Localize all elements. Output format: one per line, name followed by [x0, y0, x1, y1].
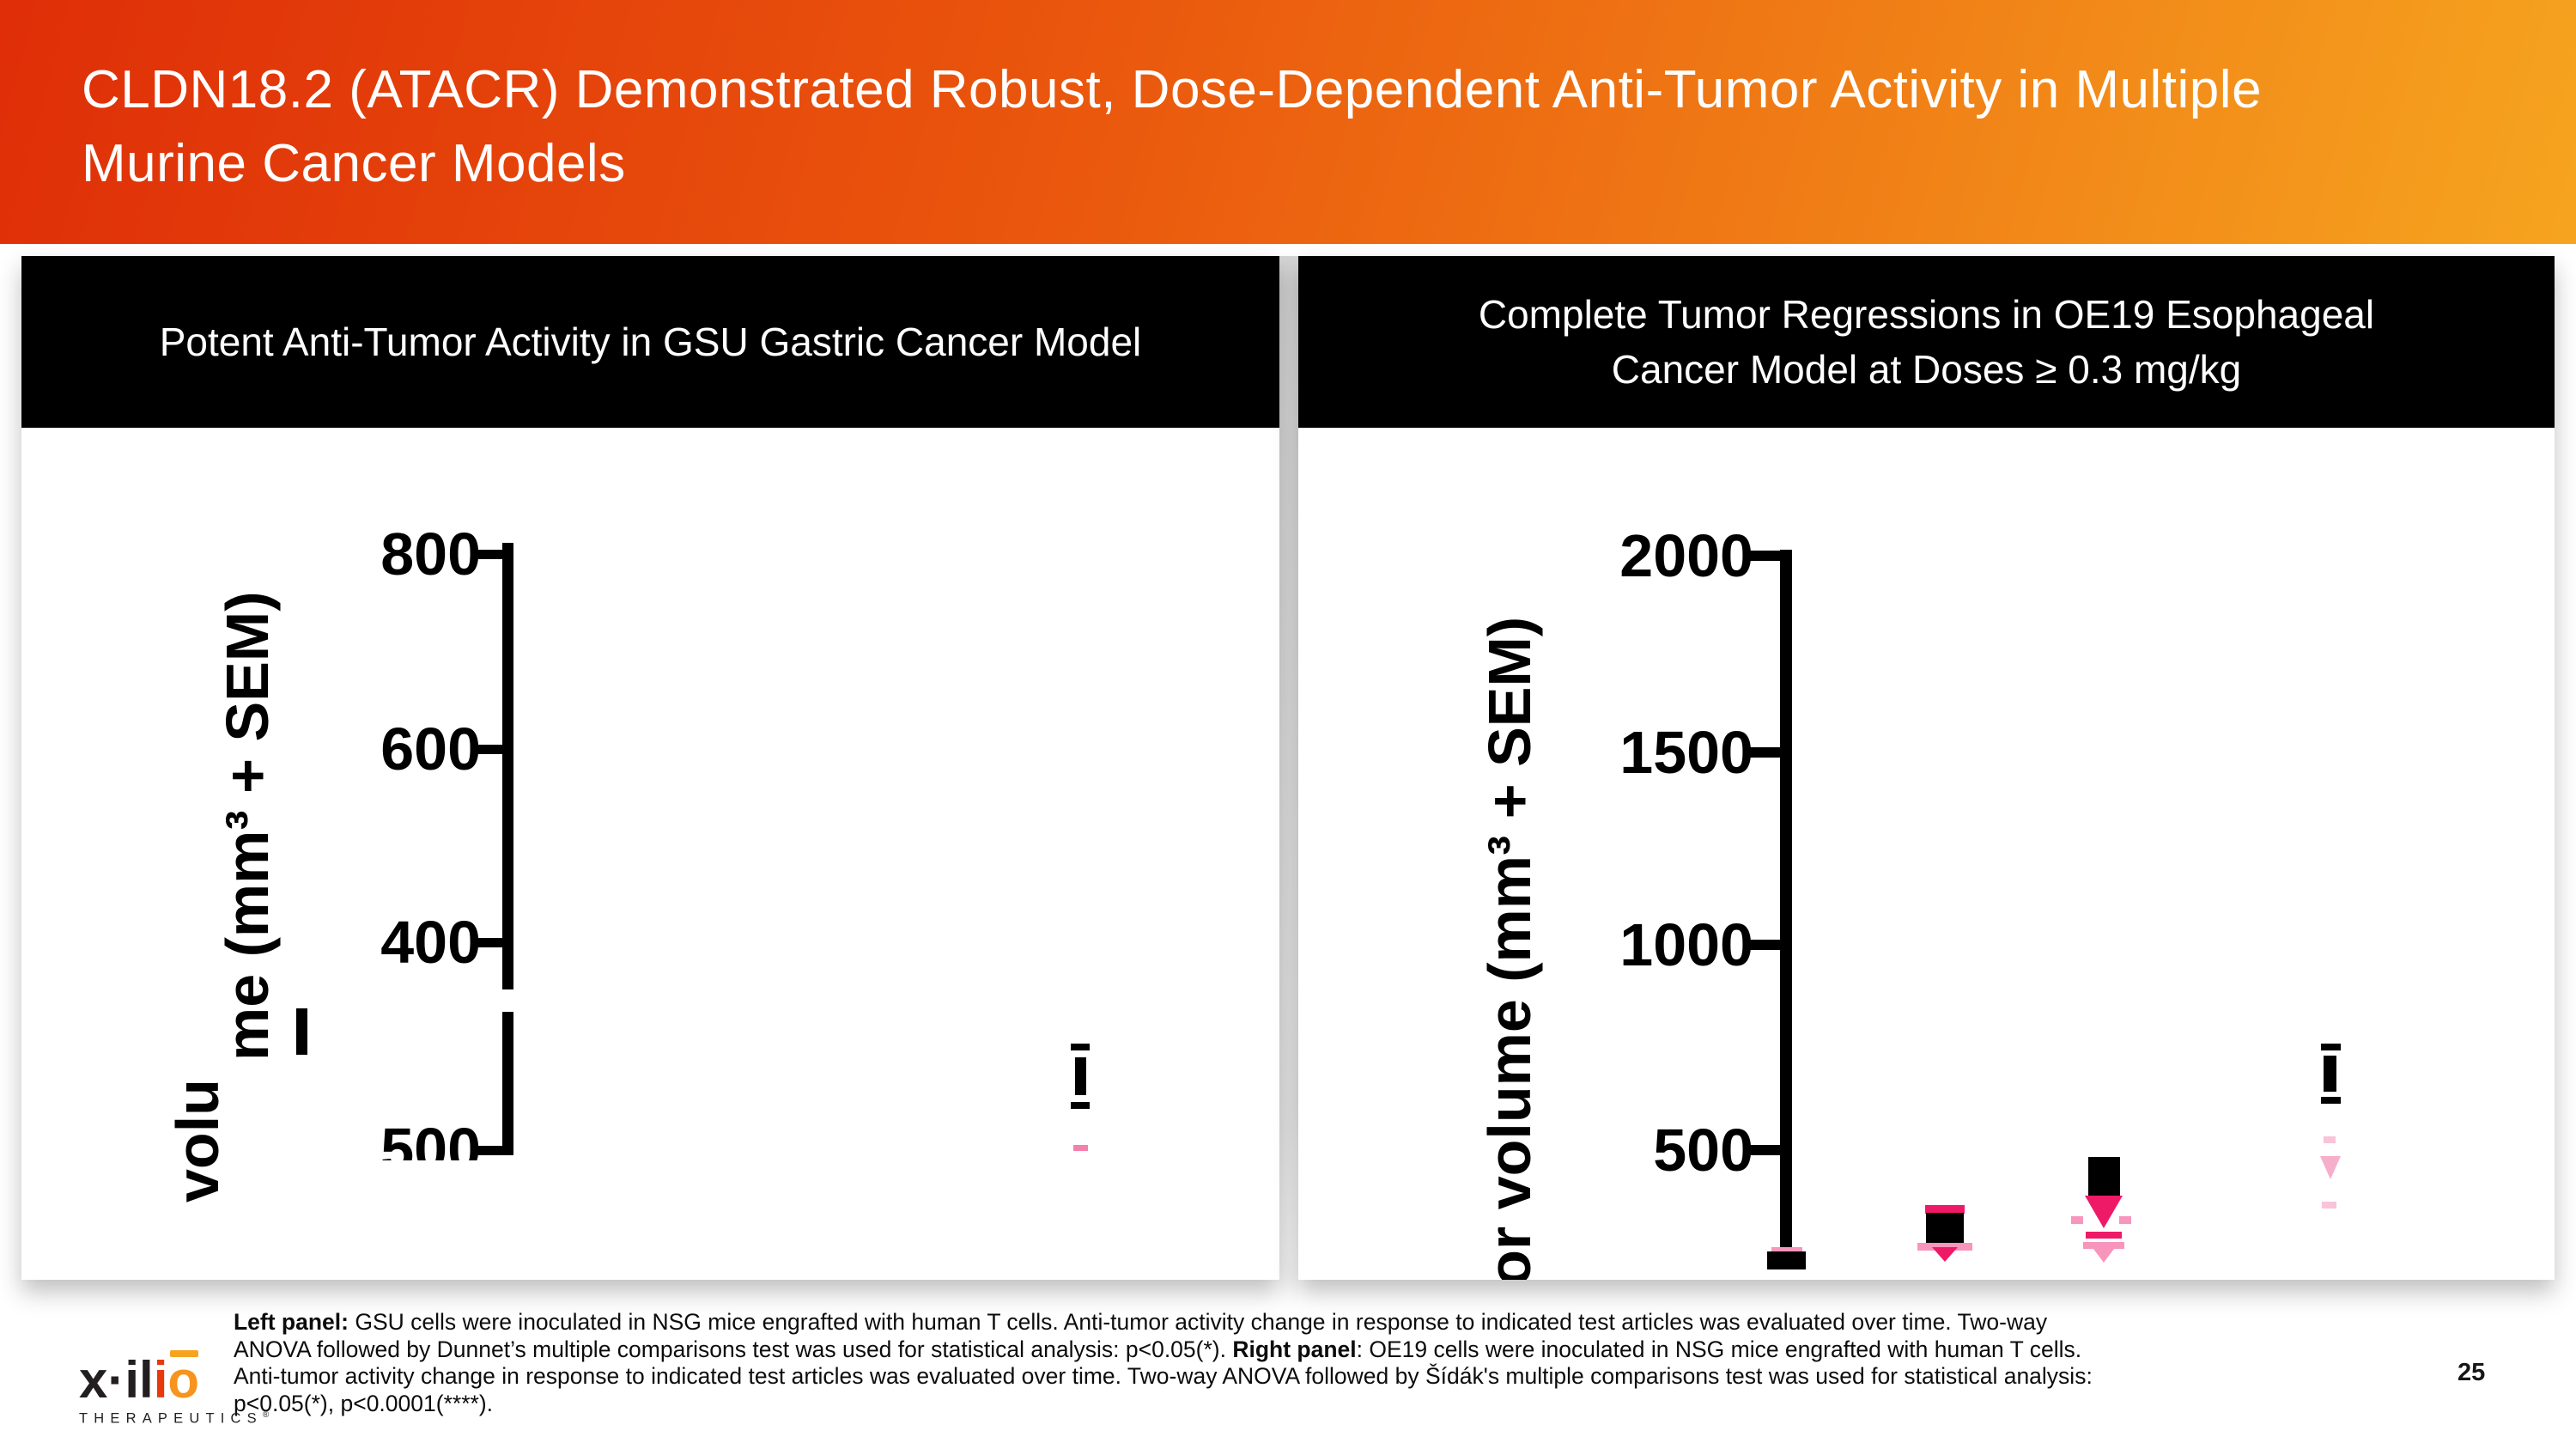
- right-tick-mark-500: [1747, 1145, 1780, 1155]
- left-chart-panel: Potent Anti-Tumor Activity in GSU Gastri…: [21, 256, 1279, 1280]
- left-errorbar-bottom-cap: [1071, 1102, 1090, 1109]
- left-errorbar-top-cap: [1071, 1044, 1090, 1050]
- clusterB-deep-pink-triangle: [2085, 1196, 2123, 1228]
- logo-letter-o-orange: o: [167, 1350, 200, 1409]
- footnote-line1: Left panel: GSU cells were inoculated in…: [234, 1309, 2243, 1336]
- right-y-tick-500: 500: [1653, 1117, 1753, 1184]
- slide-title-bar: CLDN18.2 (ATACR) Demonstrated Robust, Do…: [0, 0, 2576, 244]
- footnote-right-panel-label: Right panel: [1232, 1336, 1357, 1362]
- right-panel-header-line1: Complete Tumor Regressions in OE19 Esoph…: [1478, 292, 2375, 337]
- left-tick-mark-500: [474, 1146, 503, 1155]
- left-tick-mark-600: [477, 745, 503, 754]
- logo-o-glyph: o: [167, 1351, 200, 1409]
- right-y-axis-line: [1780, 550, 1792, 1251]
- right-y-axis-label: mor volume (mm³ + SEM): [1476, 616, 1543, 1280]
- footnote-line3: Anti-tumor activity change in response t…: [234, 1363, 2243, 1391]
- clusterC-errorbar-top-cap: [2321, 1044, 2341, 1050]
- left-y-tick-500-text: 500: [380, 1119, 481, 1160]
- left-y-tick-500-clipped: 500: [335, 1119, 481, 1160]
- clusterB-pink-dash-left: [2071, 1216, 2083, 1224]
- footnote-line2-text-c: : OE19 cells were inoculated in NSG mice…: [1356, 1336, 2082, 1362]
- footnote-line4-text: p<0.05(*), p<0.0001(****).: [234, 1390, 494, 1416]
- page-number: 25: [2458, 1359, 2486, 1386]
- footnote: Left panel: GSU cells were inoculated in…: [234, 1309, 2243, 1417]
- logo-letters-xil: x·il: [79, 1351, 154, 1409]
- right-panel-header-line2: Cancer Model at Doses ≥ 0.3 mg/kg: [1611, 347, 2242, 392]
- right-axis-foot-pink-sliver: [1771, 1247, 1802, 1251]
- clusterC-errorbar-body: [2324, 1056, 2336, 1092]
- left-tick-mark-800: [477, 550, 503, 559]
- registered-trademark-icon: ®: [262, 1410, 270, 1420]
- left-y-axis-label-clipped-glyph: [296, 1008, 307, 1055]
- footnote-line1-text: GSU cells were inoculated in NSG mice en…: [348, 1309, 2048, 1335]
- slide-title-line1: CLDN18.2 (ATACR) Demonstrated Robust, Do…: [82, 60, 2263, 119]
- left-y-tick-400: 400: [380, 909, 481, 976]
- left-panel-header: Potent Anti-Tumor Activity in GSU Gastri…: [21, 256, 1279, 428]
- left-tick-mark-400: [477, 938, 503, 947]
- panel-gap-divider: [1279, 256, 1298, 1309]
- clusterC-faint-dash-1: [2324, 1136, 2336, 1143]
- right-y-tick-2000: 2000: [1619, 522, 1753, 589]
- left-panel-header-text: Potent Anti-Tumor Activity in GSU Gastri…: [159, 320, 1142, 364]
- clusterA-pink-triangle: [1932, 1247, 1958, 1262]
- clusterC-faint-triangle: [2320, 1156, 2341, 1179]
- slide-title: CLDN18.2 (ATACR) Demonstrated Robust, Do…: [82, 53, 2262, 201]
- right-y-tick-1500: 1500: [1619, 719, 1753, 786]
- right-axis-foot: [1767, 1251, 1806, 1269]
- left-y-axis-label-fragment-volu: volu: [164, 1079, 231, 1202]
- clusterB-pink-dash-right: [2119, 1216, 2131, 1224]
- footnote-left-panel-label: Left panel:: [234, 1309, 349, 1335]
- footnote-line4: p<0.05(*), p<0.0001(****).: [234, 1391, 2243, 1418]
- logo-letter-i-red: i: [153, 1351, 168, 1409]
- xilio-logo: x·ili o THERAPEUTICS®: [79, 1350, 302, 1428]
- right-y-tick-1000: 1000: [1619, 911, 1753, 978]
- left-y-axis-label-fragment-me-mm3-sem: me (mm³ + SEM): [214, 591, 281, 1062]
- right-chart-panel: Complete Tumor Regressions in OE19 Esoph…: [1298, 256, 2555, 1280]
- xilio-logo-therapeutics: THERAPEUTICS®: [79, 1410, 302, 1428]
- logo-therapeutics-text: THERAPEUTICS: [79, 1410, 263, 1427]
- xilio-logo-wordmark: x·ili o: [79, 1350, 302, 1409]
- left-y-tick-800: 800: [380, 521, 481, 588]
- footnote-line2-text-a: ANOVA followed by Dunnet’s multiple comp…: [234, 1336, 1233, 1362]
- clusterB-pink-triangle-tip: [2093, 1249, 2114, 1263]
- left-y-tick-600: 600: [380, 715, 481, 782]
- footnote-line3-text: Anti-tumor activity change in response t…: [234, 1363, 2093, 1389]
- clusterA-pink-cap: [1925, 1205, 1965, 1214]
- right-tick-mark-2000: [1747, 551, 1780, 561]
- clusterB-black-square: [2088, 1157, 2120, 1196]
- left-y-axis-line-lower: [502, 1012, 513, 1155]
- left-errorbar-body: [1075, 1057, 1086, 1095]
- footnote-line2: ANOVA followed by Dunnet’s multiple comp…: [234, 1336, 2243, 1364]
- logo-o-overbar: [170, 1350, 199, 1357]
- left-y-axis-line-upper: [502, 543, 513, 989]
- clusterC-faint-dash-2: [2322, 1202, 2336, 1209]
- slide-title-line2: Murine Cancer Models: [82, 134, 626, 193]
- right-tick-mark-1000: [1747, 940, 1780, 950]
- clusterA-pink-band: [1917, 1243, 1972, 1251]
- right-panel-header: Complete Tumor Regressions in OE19 Esoph…: [1298, 256, 2555, 428]
- clusterA-black-square: [1926, 1213, 1964, 1245]
- left-pink-dash-marker: [1073, 1145, 1088, 1151]
- clusterC-errorbar-bottom-cap: [2321, 1097, 2341, 1104]
- clusterB-pink-bar: [2083, 1242, 2124, 1249]
- right-tick-mark-1500: [1747, 747, 1780, 758]
- clusterB-deep-pink-bar: [2086, 1232, 2122, 1239]
